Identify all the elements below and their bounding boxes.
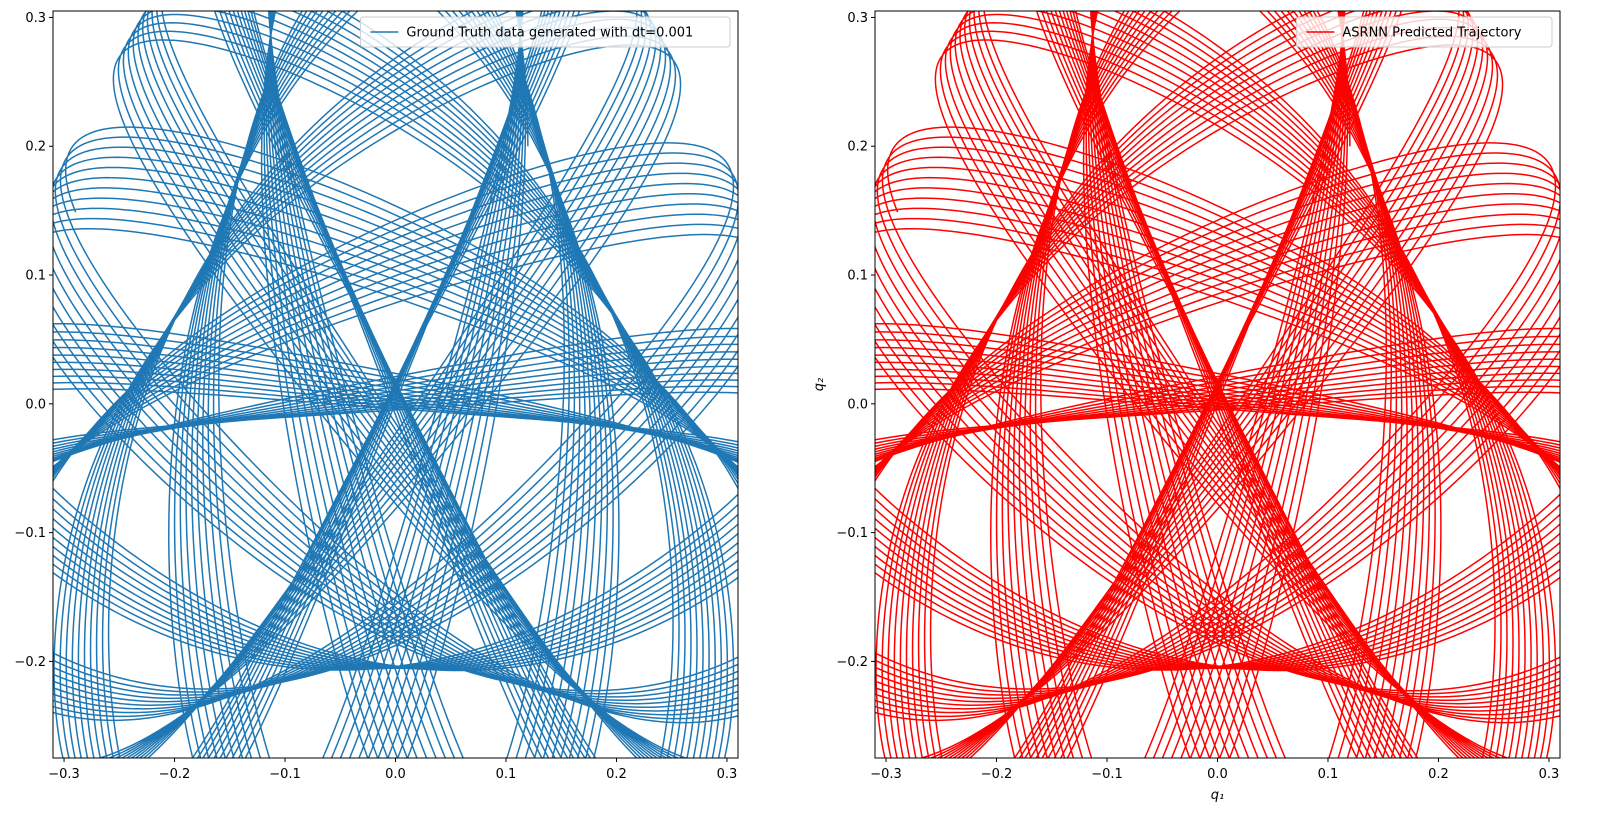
series-line-0 <box>53 11 738 758</box>
y-tick-label: −0.2 <box>836 655 868 670</box>
y-tick-label: −0.1 <box>14 526 46 541</box>
y-tick-label: 0.0 <box>847 397 868 412</box>
x-tick-label: 0.3 <box>717 767 738 782</box>
x-tick-label: 0.2 <box>1428 767 1449 782</box>
y-tick-label: −0.1 <box>836 526 868 541</box>
y-tick-label: −0.2 <box>14 655 46 670</box>
x-tick-label: −0.1 <box>269 767 301 782</box>
legend-box <box>1295 16 1553 48</box>
x-tick-label: −0.3 <box>870 767 902 782</box>
y-tick-label: 0.3 <box>25 11 46 26</box>
x-tick-label: −0.2 <box>981 767 1013 782</box>
y-tick-label: 0.1 <box>847 269 868 284</box>
x-tick-label: 0.1 <box>1318 767 1339 782</box>
left-subplot-ground-truth: −0.3 −0.2 −0.1 0.0 0.1 0.2 0.3 −0.2 −0.1 0.0 0.1 0.… <box>14 10 739 782</box>
legend-label: ASRNN Predicted Trajectory <box>1342 26 1521 41</box>
x-tick-label: −0.1 <box>1091 767 1123 782</box>
legend: Ground Truth data generated with dt=0.00… <box>359 16 731 48</box>
legend: ASRNN Predicted Trajectory <box>1295 16 1553 48</box>
x-tick-label: 0.3 <box>1539 767 1560 782</box>
y-tick-label: 0.0 <box>25 397 46 412</box>
x-tick-label: 0.0 <box>385 767 406 782</box>
legend-box <box>359 16 731 48</box>
x-tick-label: −0.2 <box>159 767 191 782</box>
y-tick-label: 0.3 <box>847 11 868 26</box>
legend-label: Ground Truth data generated with dt=0.00… <box>406 26 693 41</box>
x-tick-label: −0.3 <box>48 767 80 782</box>
y-tick-label: 0.2 <box>847 140 868 155</box>
series-line-0 <box>875 11 1560 758</box>
x-tick-label: 0.2 <box>606 767 627 782</box>
x-axis-label: q₁ <box>1211 788 1224 803</box>
y-axis-label: q₂ <box>812 378 827 391</box>
right-subplot-asrnn-prediction: −0.3 −0.2 −0.1 0.0 0.1 0.2 0.3 −0.2 −0.1 0.0 0.1 0.… <box>812 10 1561 803</box>
y-tick-label: 0.2 <box>25 140 46 155</box>
x-tick-label: 0.0 <box>1207 767 1228 782</box>
y-tick-label: 0.1 <box>25 269 46 284</box>
x-tick-label: 0.1 <box>496 767 517 782</box>
